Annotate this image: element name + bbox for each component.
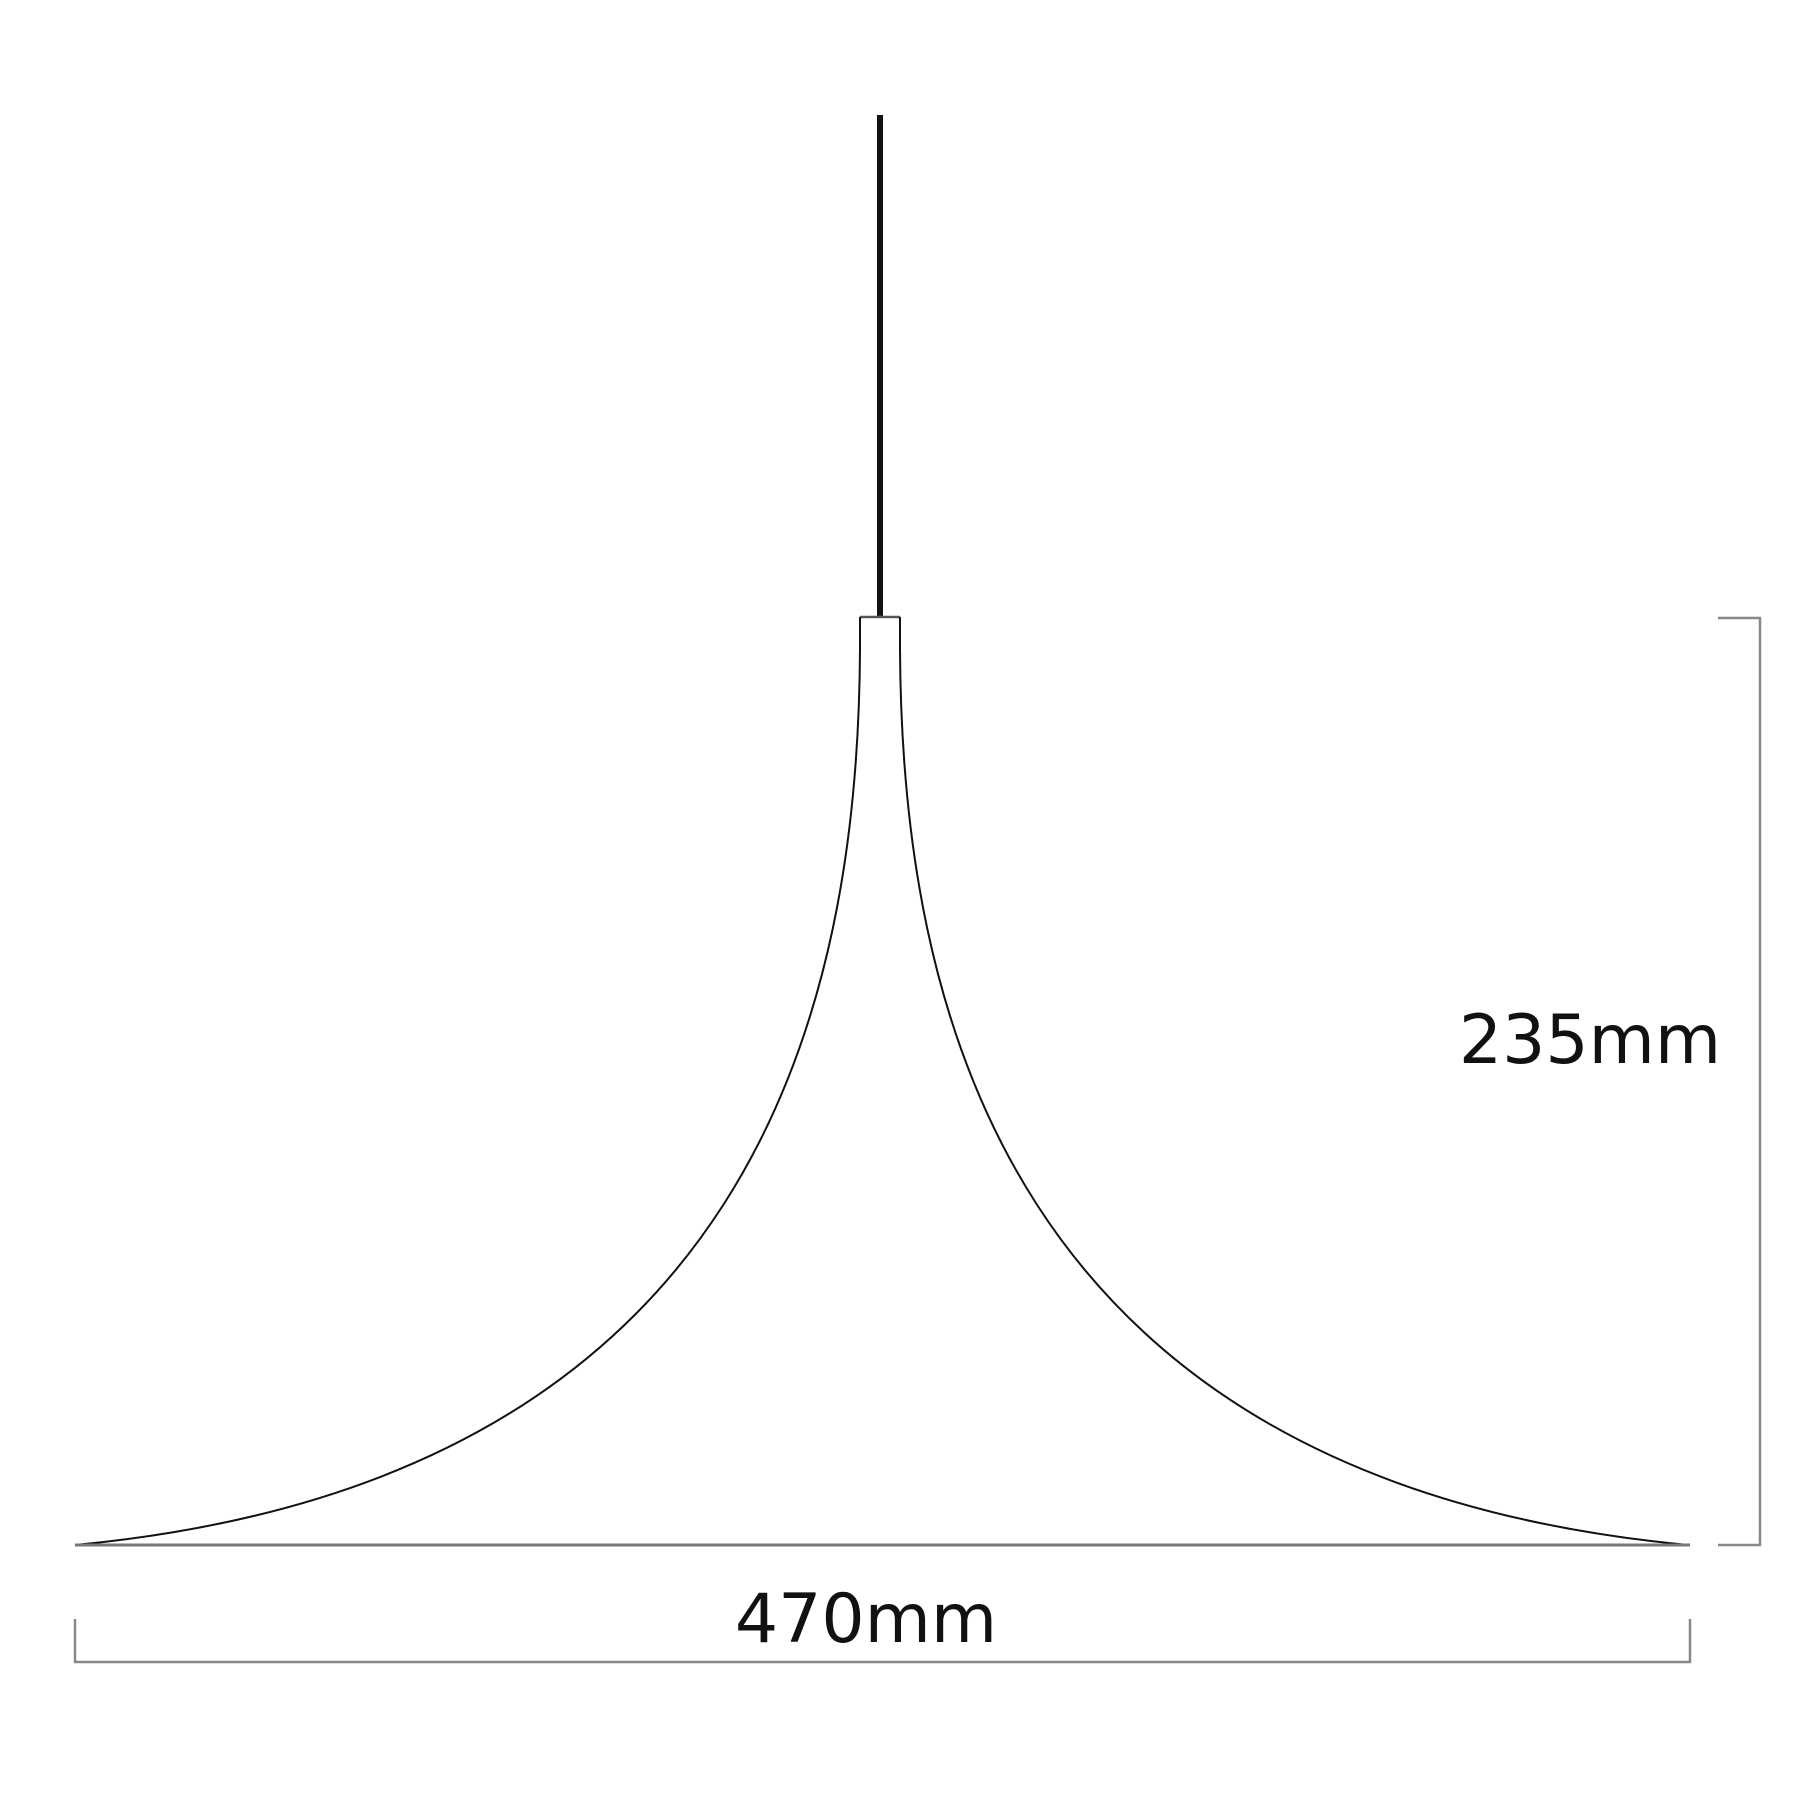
height-dimension-bracket <box>1718 616 1762 1547</box>
width-dimension-label: 470mm <box>735 1580 997 1659</box>
height-dimension-label: 235mm <box>1459 1001 1721 1080</box>
lamp-shade-left-profile <box>74 617 861 1546</box>
lamp-shade-right-profile <box>899 617 1689 1546</box>
width-dimension-bracket <box>73 1619 1692 1664</box>
